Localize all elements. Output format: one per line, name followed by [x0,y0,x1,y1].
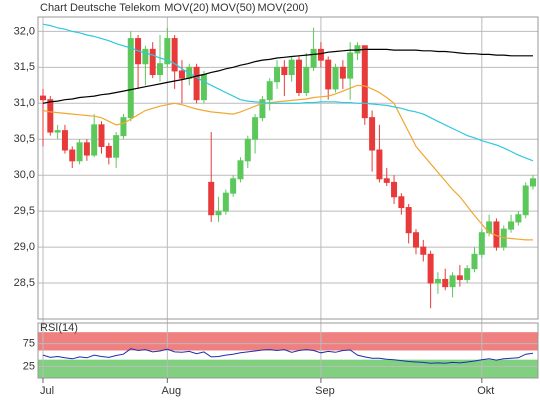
candle-body [259,99,266,119]
y-tick-label: 30,0 [14,169,35,181]
candle-body [98,124,105,147]
y-tick-label: 31,0 [14,97,35,109]
candle-body [40,95,46,101]
candle-body [405,207,412,234]
price-frame [37,16,539,320]
candle-body [208,181,215,216]
y-tick-label: 31,5 [14,61,35,73]
candle-body [325,59,332,90]
moving-average-line [42,23,534,162]
y-tick-label: 25 [23,360,35,372]
y-tick-label: 75 [23,338,35,350]
legend-entry: MOV(20) [164,2,209,14]
candle-body [178,70,185,79]
legend-entry: MOV(50) [211,2,256,14]
candle-body [478,232,485,255]
candle-body [215,210,222,216]
candle-body [347,52,354,79]
legend-entry: MOV(200) [258,2,309,14]
y-tick-label: 29,0 [14,241,35,253]
candle-body [303,66,310,94]
candle-body [200,74,207,101]
labels: 28,5 29,0 29,5 30,0 30,5 31,0 31,5 32,0 25 75 Jul A… [14,2,495,397]
candle-body [105,145,112,158]
y-tick-label: 28,5 [14,277,35,289]
candle-body [339,66,346,79]
rsi-zone [38,332,538,351]
y-tick-label: 32,0 [14,25,35,37]
candle-body [383,178,390,183]
candle-body [412,232,419,248]
candle-body [508,221,515,230]
chart-title: Chart Deutsche Telekom [40,2,160,14]
candle-body [515,214,522,223]
candle-body [274,66,281,83]
rsi-line [42,348,534,364]
candle-body [391,181,398,198]
candle-body [376,149,383,180]
candle-body [266,81,273,101]
y-tick-label: 29,5 [14,205,35,217]
candle-body [61,130,68,151]
candle-body [361,45,368,119]
moving-average-line [42,48,533,104]
candle-body [171,38,178,72]
candle-body [157,63,164,76]
rsi-zones [38,332,538,378]
x-tick-label: Jul [40,385,54,397]
candle-body [522,185,529,216]
candle-body [449,275,456,288]
candle-body [127,38,134,119]
candle-body [434,278,441,284]
candle-body [113,135,120,158]
x-tick-label: Okt [477,385,494,397]
x-tick-label: Aug [162,385,182,397]
candle-body [69,149,76,162]
rsi-frame [37,322,539,379]
rsi-zone [38,359,538,378]
candle-body [142,48,149,65]
moving-average-line [42,84,533,241]
candle-body [530,178,536,187]
candle-body [295,59,302,93]
candle-body [47,99,54,133]
candle-body [54,130,61,133]
candle-body [244,138,251,162]
candle-body [252,117,259,140]
x-tick-label: Sep [315,385,335,397]
marks [40,23,536,364]
grid [38,17,538,378]
candle-body [464,268,471,280]
candle-body [91,124,98,156]
candle-body [398,196,405,209]
candle-body [230,178,237,194]
candle-body [420,246,427,255]
y-tick-label: 30,5 [14,133,35,145]
candle-body [456,275,463,280]
candle-body [310,48,317,68]
candle-body [120,117,127,137]
candle-body [369,117,376,151]
candle-body [222,192,229,212]
candle-body [149,48,156,76]
candle-body [281,66,288,76]
candle-body [427,253,434,284]
candle-body [317,48,324,61]
rsi-title: RSI(14) [40,322,78,334]
candle-body [193,66,200,101]
candle-body [332,66,339,90]
candle-body [237,160,244,180]
candle-body [76,142,83,162]
candle-body [288,59,295,76]
candle-body [164,38,171,65]
candle-body [83,142,90,156]
candle-body [471,253,478,270]
candle-body [442,278,449,288]
